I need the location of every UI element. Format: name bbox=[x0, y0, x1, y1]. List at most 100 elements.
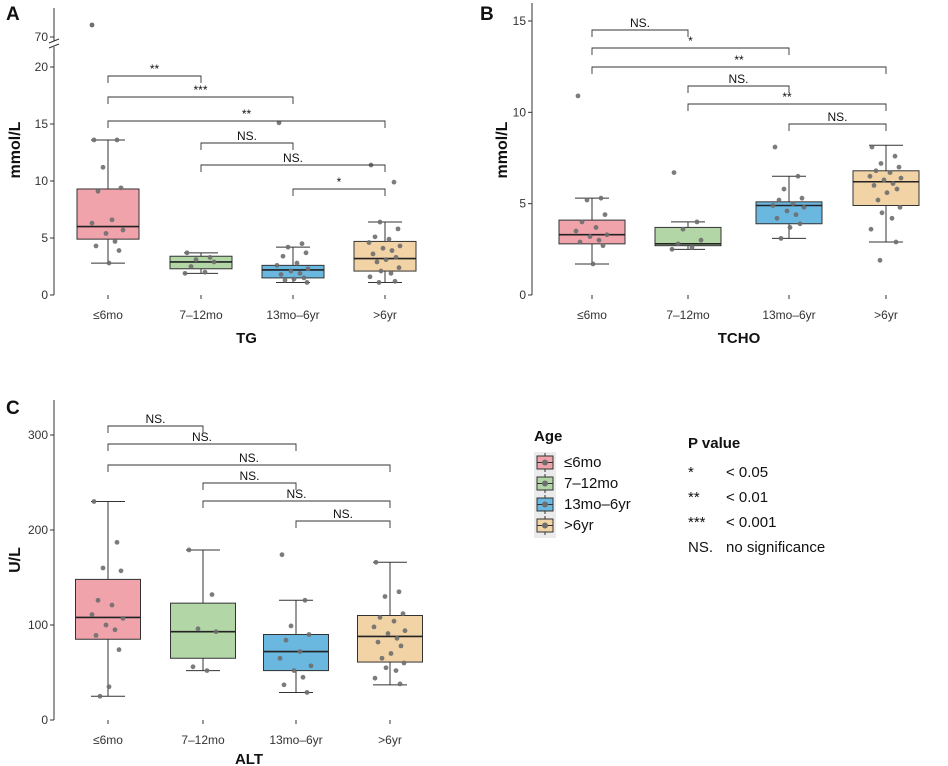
bracket-label: * bbox=[337, 175, 342, 189]
bracket-label: NS. bbox=[239, 451, 259, 465]
data-point bbox=[184, 250, 190, 256]
pvalue-symbol: *** bbox=[688, 514, 706, 531]
legend-key-1 bbox=[536, 474, 554, 493]
data-point bbox=[186, 547, 192, 553]
significance-bracket: ** bbox=[107, 107, 386, 128]
data-point bbox=[112, 627, 118, 633]
data-point bbox=[103, 622, 109, 628]
y-tick-label: 0 bbox=[41, 288, 48, 302]
age-legend-label: 13mo–6yr bbox=[564, 496, 631, 513]
data-point bbox=[400, 611, 406, 616]
data-point bbox=[398, 643, 404, 649]
data-point bbox=[383, 665, 389, 671]
x-axis-title: TCHO bbox=[718, 330, 761, 347]
data-point bbox=[276, 120, 282, 126]
data-point bbox=[868, 226, 874, 232]
data-point bbox=[881, 177, 887, 183]
box-0 bbox=[76, 139, 140, 264]
data-point bbox=[391, 179, 397, 185]
y-tick-label: 5 bbox=[519, 197, 526, 211]
box-iqr bbox=[263, 634, 329, 672]
data-point bbox=[867, 173, 873, 179]
data-point bbox=[106, 260, 112, 266]
data-point bbox=[799, 195, 805, 201]
data-point bbox=[694, 219, 700, 225]
data-point bbox=[188, 264, 194, 269]
data-point bbox=[100, 565, 106, 571]
bracket-label: * bbox=[688, 34, 693, 48]
data-point bbox=[386, 236, 392, 242]
data-point bbox=[274, 262, 280, 268]
bracket-line bbox=[687, 103, 887, 111]
box-3 bbox=[353, 221, 417, 283]
data-point bbox=[892, 153, 898, 159]
data-point bbox=[680, 226, 686, 232]
data-point bbox=[120, 615, 126, 621]
data-point bbox=[770, 203, 776, 208]
bracket-label: ** bbox=[242, 107, 252, 121]
y-tick-label: 0 bbox=[519, 288, 526, 302]
data-point bbox=[600, 243, 606, 249]
data-point bbox=[781, 186, 787, 192]
data-point bbox=[89, 612, 95, 617]
pvalue-text: < 0.05 bbox=[726, 464, 769, 481]
data-point bbox=[397, 681, 403, 687]
data-point bbox=[97, 693, 103, 699]
data-point bbox=[297, 270, 303, 276]
pvalue-row: ** < 0.01 bbox=[688, 489, 768, 506]
y-tick-label: 100 bbox=[28, 618, 48, 632]
data-point bbox=[391, 618, 397, 624]
significance-bracket: NS. bbox=[202, 469, 297, 490]
data-point bbox=[604, 232, 610, 238]
chart-panel-c: C 0 100 200 300 ≤6mo 7–12mo 13mo–6yr >6yr ALT U/L N… bbox=[6, 398, 423, 766]
data-point bbox=[573, 228, 579, 234]
bracket-label: NS. bbox=[192, 430, 212, 444]
data-point bbox=[93, 633, 99, 638]
box-iqr bbox=[852, 170, 920, 206]
data-point bbox=[297, 649, 303, 654]
pvalue-row: *** < 0.001 bbox=[688, 514, 776, 531]
data-point bbox=[382, 594, 388, 599]
y-tick-label: 0 bbox=[41, 713, 48, 727]
data-point bbox=[395, 226, 401, 232]
data-point bbox=[776, 197, 782, 203]
x-tick-label: 13mo–6yr bbox=[762, 308, 815, 322]
bracket-line bbox=[687, 85, 790, 93]
data-point bbox=[797, 221, 803, 227]
data-point bbox=[793, 212, 799, 218]
significance-bracket: NS. bbox=[107, 430, 297, 451]
data-point bbox=[879, 210, 885, 216]
box-1 bbox=[654, 221, 722, 250]
data-point bbox=[396, 589, 402, 595]
bracket-line bbox=[591, 47, 790, 55]
data-point bbox=[894, 186, 900, 192]
bracket-label: ** bbox=[150, 62, 160, 76]
box-0 bbox=[75, 501, 141, 697]
data-point bbox=[109, 217, 115, 223]
box-1 bbox=[169, 252, 233, 274]
bracket-line bbox=[107, 75, 202, 83]
data-point bbox=[377, 615, 383, 620]
x-tick-label: >6yr bbox=[874, 308, 898, 322]
data-point bbox=[402, 628, 408, 634]
bracket-label: ** bbox=[734, 53, 744, 67]
x-tick-label: >6yr bbox=[373, 308, 397, 322]
box-iqr bbox=[353, 240, 417, 272]
box-3 bbox=[852, 144, 920, 243]
data-point bbox=[120, 227, 126, 233]
y-axis-title: U/L bbox=[7, 547, 24, 573]
data-point bbox=[388, 651, 394, 656]
pvalue-legend-title: P value bbox=[688, 435, 741, 452]
data-point bbox=[373, 559, 379, 565]
data-point bbox=[590, 261, 596, 267]
data-point bbox=[598, 195, 604, 201]
data-point bbox=[114, 539, 120, 545]
box-iqr bbox=[654, 226, 722, 247]
y-tick-label: 300 bbox=[28, 428, 48, 442]
data-point bbox=[116, 647, 122, 653]
y-tick-label: 200 bbox=[28, 523, 48, 537]
box-0 bbox=[558, 197, 626, 265]
data-point bbox=[306, 632, 312, 637]
data-point bbox=[91, 137, 97, 143]
data-point bbox=[396, 265, 402, 271]
